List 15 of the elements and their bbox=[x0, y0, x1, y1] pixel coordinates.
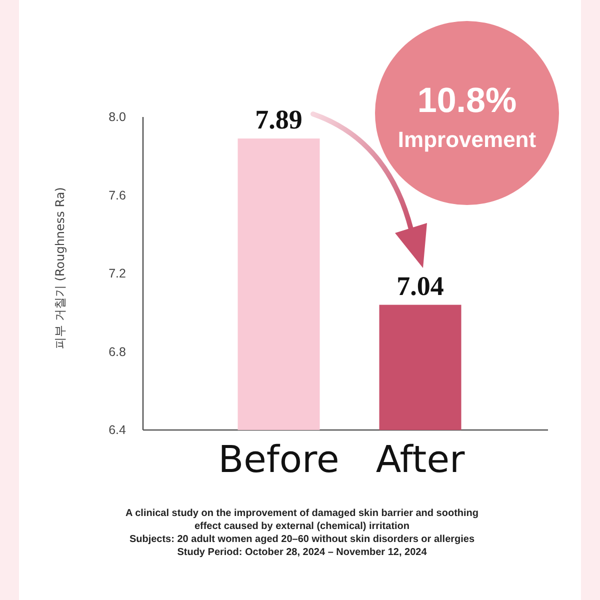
ylabel: 피부 거칠기 (Roughness Ra) bbox=[53, 187, 67, 349]
annotation: Study Period: October 28, 2024 – November 12, 2024 bbox=[177, 547, 427, 558]
annotation: Improvement bbox=[398, 127, 536, 152]
xtick-label: After bbox=[376, 438, 465, 481]
data-label: 7.04 bbox=[396, 270, 444, 301]
ytick-label: 8.0 bbox=[108, 110, 126, 124]
xtick-label: Before bbox=[218, 438, 340, 481]
annotation: 10.8% bbox=[417, 81, 517, 120]
annotation: A clinical study on the improvement of damaged skin barrier and soothing effect caused by external (chemical) irritation bbox=[125, 508, 479, 532]
ytick-label: 6.8 bbox=[108, 344, 126, 359]
ytick-label: 7.6 bbox=[108, 188, 126, 202]
annotation: Subjects: 20 adult women aged 20–60 without skin disorders or allergies bbox=[129, 534, 475, 545]
data-label: 7.89 bbox=[255, 104, 302, 135]
ytick-label: 7.2 bbox=[108, 266, 126, 280]
ytick-label: 6.4 bbox=[108, 423, 126, 437]
